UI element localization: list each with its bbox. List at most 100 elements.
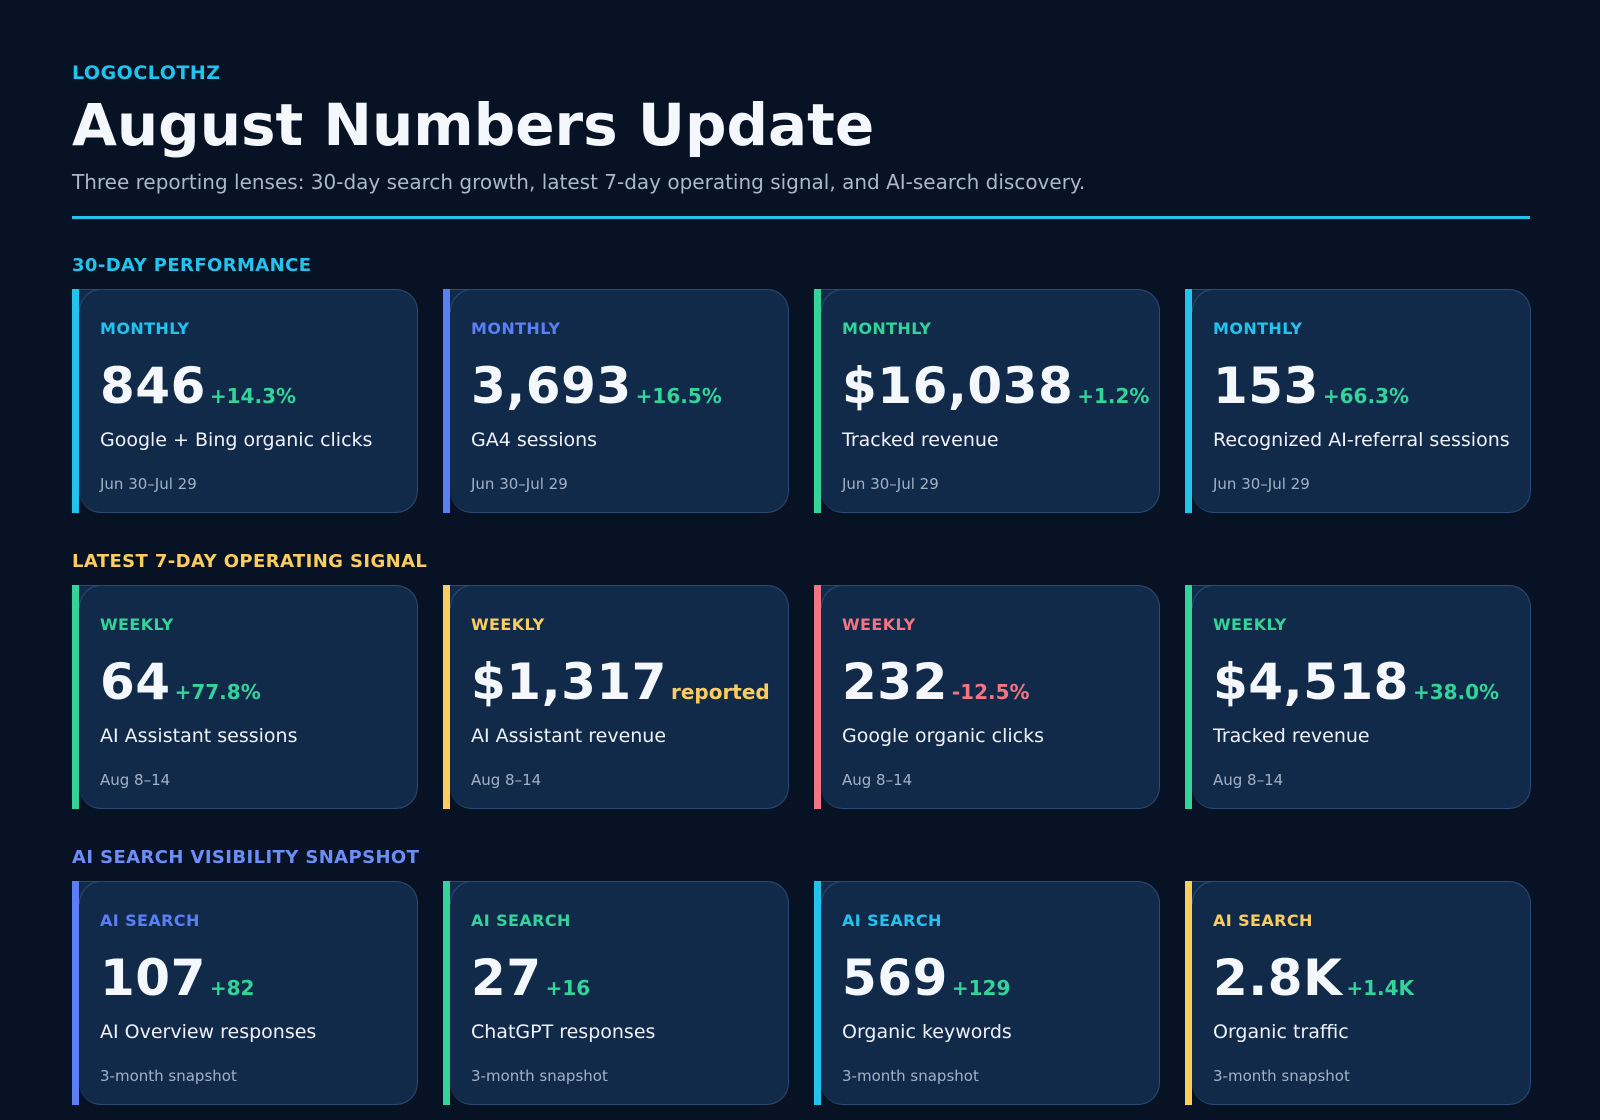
card-metric-label: AI Overview responses [100,1021,317,1043]
card-body [821,880,1160,1105]
card-value: 2.8K [1213,949,1343,1007]
kpi-card: AI SEARCH 27 +16 ChatGPT responses 3-month s… [443,880,789,1105]
card-metric-label: AI Assistant sessions [100,725,298,747]
card-period: 3-month snapshot [471,1067,608,1085]
card-body [1192,880,1531,1105]
kpi-card: AI SEARCH 2.8K +1.4K Organic traffic 3-month… [1185,880,1531,1105]
card-value-row: 64 +77.8% [100,653,261,711]
card-value-row: $4,518 +38.0% [1213,653,1499,711]
card-value: 27 [471,949,542,1007]
section-title: 30-DAY PERFORMANCE [72,255,312,276]
card-delta: +16 [545,976,591,1000]
card-accent-bar [443,289,450,513]
card-delta: +1.4K [1346,976,1415,1000]
card-value: 107 [100,949,206,1007]
card-accent-bar [814,289,821,513]
card-period: Jun 30–Jul 29 [100,475,197,493]
card-period: Aug 8–14 [1213,771,1284,789]
card-value-row: 232 -12.5% [842,653,1030,711]
card-accent-bar [1185,585,1192,809]
card-delta: +16.5% [635,384,722,408]
card-period: Aug 8–14 [471,771,542,789]
card-accent-bar [1185,289,1192,513]
kpi-card: MONTHLY 153 +66.3% Recognized AI-referral s… [1185,288,1531,513]
header-divider [72,216,1530,219]
card-value: 569 [842,949,948,1007]
card-body [821,584,1160,809]
card-body [1192,584,1531,809]
card-value: $4,518 [1213,653,1409,711]
card-metric-label: Tracked revenue [842,429,999,451]
page-title: August Numbers Update [72,91,875,159]
card-body [79,584,418,809]
report-header: LOGOCLOTHZ August Numbers Update Three r… [72,62,1530,194]
card-period: 3-month snapshot [842,1067,979,1085]
card-delta: reported [670,680,770,704]
card-tag: MONTHLY [471,319,561,338]
card-tag: WEEKLY [100,615,174,634]
card-tag: WEEKLY [842,615,916,634]
kpi-card: WEEKLY 64 +77.8% AI Assistant sessions Aug 8… [72,584,418,809]
card-body [79,288,418,513]
card-period: Jun 30–Jul 29 [471,475,568,493]
card-value: 64 [100,653,171,711]
card-body [450,880,789,1105]
card-metric-label: Organic traffic [1213,1021,1349,1043]
card-period: 3-month snapshot [1213,1067,1350,1085]
card-accent-bar [72,585,79,809]
card-delta: +77.8% [174,680,261,704]
card-row: WEEKLY 64 +77.8% AI Assistant sessions Aug 8… [72,584,1531,809]
card-accent-bar [72,289,79,513]
card-value: 3,693 [471,357,632,415]
card-accent-bar [443,585,450,809]
card-metric-label: Organic keywords [842,1021,1012,1043]
card-tag: AI SEARCH [842,911,942,930]
card-tag: AI SEARCH [100,911,200,930]
kpi-card: WEEKLY $4,518 +38.0% Tracked revenue Aug 8–1… [1185,584,1531,809]
card-metric-label: ChatGPT responses [471,1021,656,1043]
card-accent-bar [1185,881,1192,1105]
card-body [821,288,1160,513]
section-2: AI SEARCH VISIBILITY SNAPSHOT AI SEARCH 10… [72,847,1531,1105]
card-delta: -12.5% [951,680,1030,704]
card-delta: +38.0% [1412,680,1500,704]
card-delta: +1.2% [1077,384,1150,408]
card-value-row: $1,317 reported [471,653,770,711]
card-metric-label: Google + Bing organic clicks [100,429,373,451]
card-value: 153 [1213,357,1319,415]
card-value-row: 153 +66.3% [1213,357,1409,415]
card-row: AI SEARCH 107 +82 AI Overview responses 3-mo… [72,880,1531,1105]
card-period: 3-month snapshot [100,1067,237,1085]
card-tag: AI SEARCH [1213,911,1313,930]
card-value: $16,038 [842,357,1074,415]
card-accent-bar [814,881,821,1105]
card-metric-label: AI Assistant revenue [471,725,667,747]
kpi-card: WEEKLY 232 -12.5% Google organic clicks Aug … [814,584,1160,809]
card-metric-label: GA4 sessions [471,429,598,451]
card-delta: +14.3% [209,384,297,408]
card-value: 232 [842,653,948,711]
card-tag: WEEKLY [1213,615,1287,634]
card-value-row: 27 +16 [471,949,590,1007]
section-title: AI SEARCH VISIBILITY SNAPSHOT [72,847,420,868]
card-delta: +129 [951,976,1011,1000]
card-tag: AI SEARCH [471,911,571,930]
card-value-row: 2.8K +1.4K [1213,949,1414,1007]
card-value-row: 846 +14.3% [100,357,296,415]
card-body [1192,288,1531,513]
card-value-row: 107 +82 [100,949,254,1007]
card-period: Jun 30–Jul 29 [1213,475,1310,493]
card-tag: MONTHLY [100,319,190,338]
kpi-card: MONTHLY 3,693 +16.5% GA4 sessions Jun 30–Jul… [443,288,789,513]
card-value-row: 3,693 +16.5% [471,357,722,415]
card-period: Aug 8–14 [100,771,171,789]
card-value-row: $16,038 +1.2% [842,357,1149,415]
card-delta: +82 [209,976,255,1000]
card-metric-label: Tracked revenue [1213,725,1370,747]
card-metric-label: Google organic clicks [842,725,1045,747]
section-title: LATEST 7-DAY OPERATING SIGNAL [72,551,428,572]
card-value-row: 569 +129 [842,949,1010,1007]
kpi-card: MONTHLY $16,038 +1.2% Tracked revenue Jun 30… [814,288,1160,513]
card-accent-bar [443,881,450,1105]
